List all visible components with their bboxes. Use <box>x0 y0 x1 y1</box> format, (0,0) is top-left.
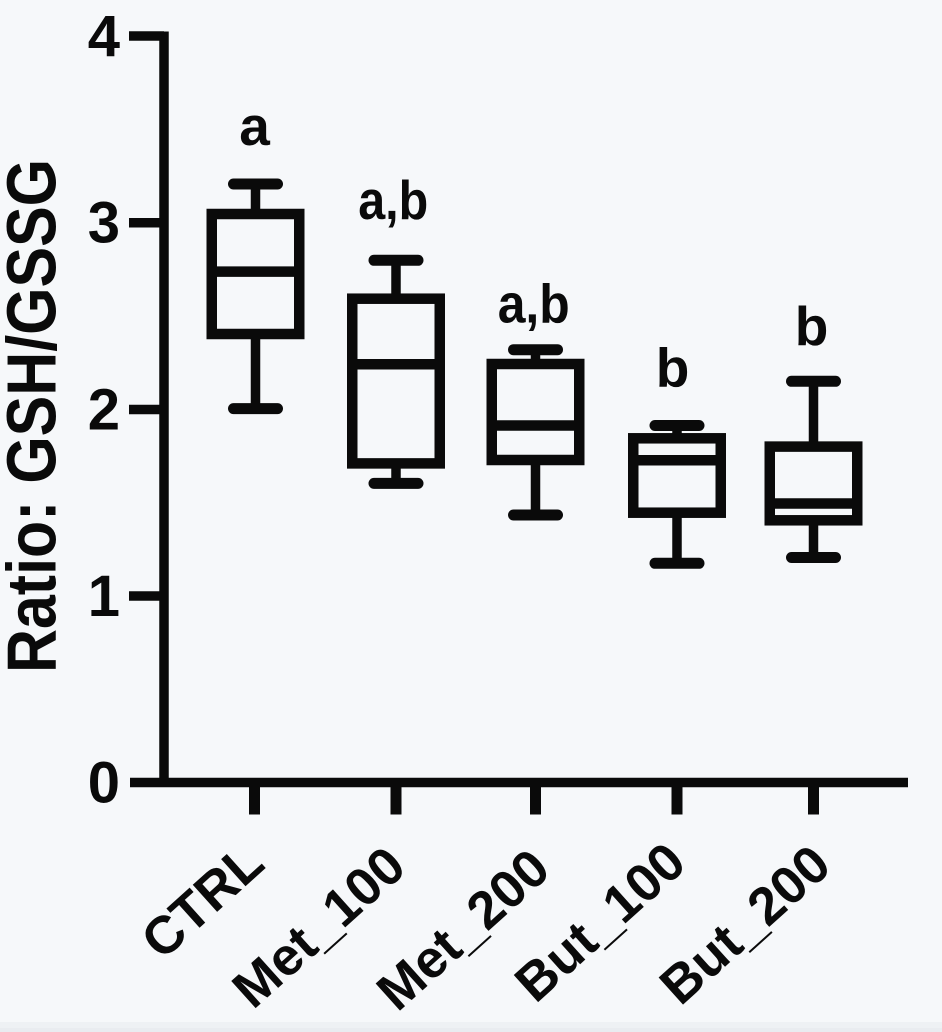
svg-text:1: 1 <box>88 564 120 629</box>
svg-text:0: 0 <box>88 751 120 816</box>
svg-text:b: b <box>656 337 690 399</box>
svg-text:a: a <box>239 95 270 157</box>
svg-text:a,b: a,b <box>358 169 428 231</box>
svg-text:3: 3 <box>88 191 120 256</box>
svg-text:b: b <box>795 295 829 357</box>
svg-text:Ratio: GSH/GSSG: Ratio: GSH/GSSG <box>0 159 71 673</box>
svg-text:a,b: a,b <box>498 272 570 334</box>
svg-text:4: 4 <box>88 4 120 69</box>
svg-text:2: 2 <box>88 378 120 443</box>
